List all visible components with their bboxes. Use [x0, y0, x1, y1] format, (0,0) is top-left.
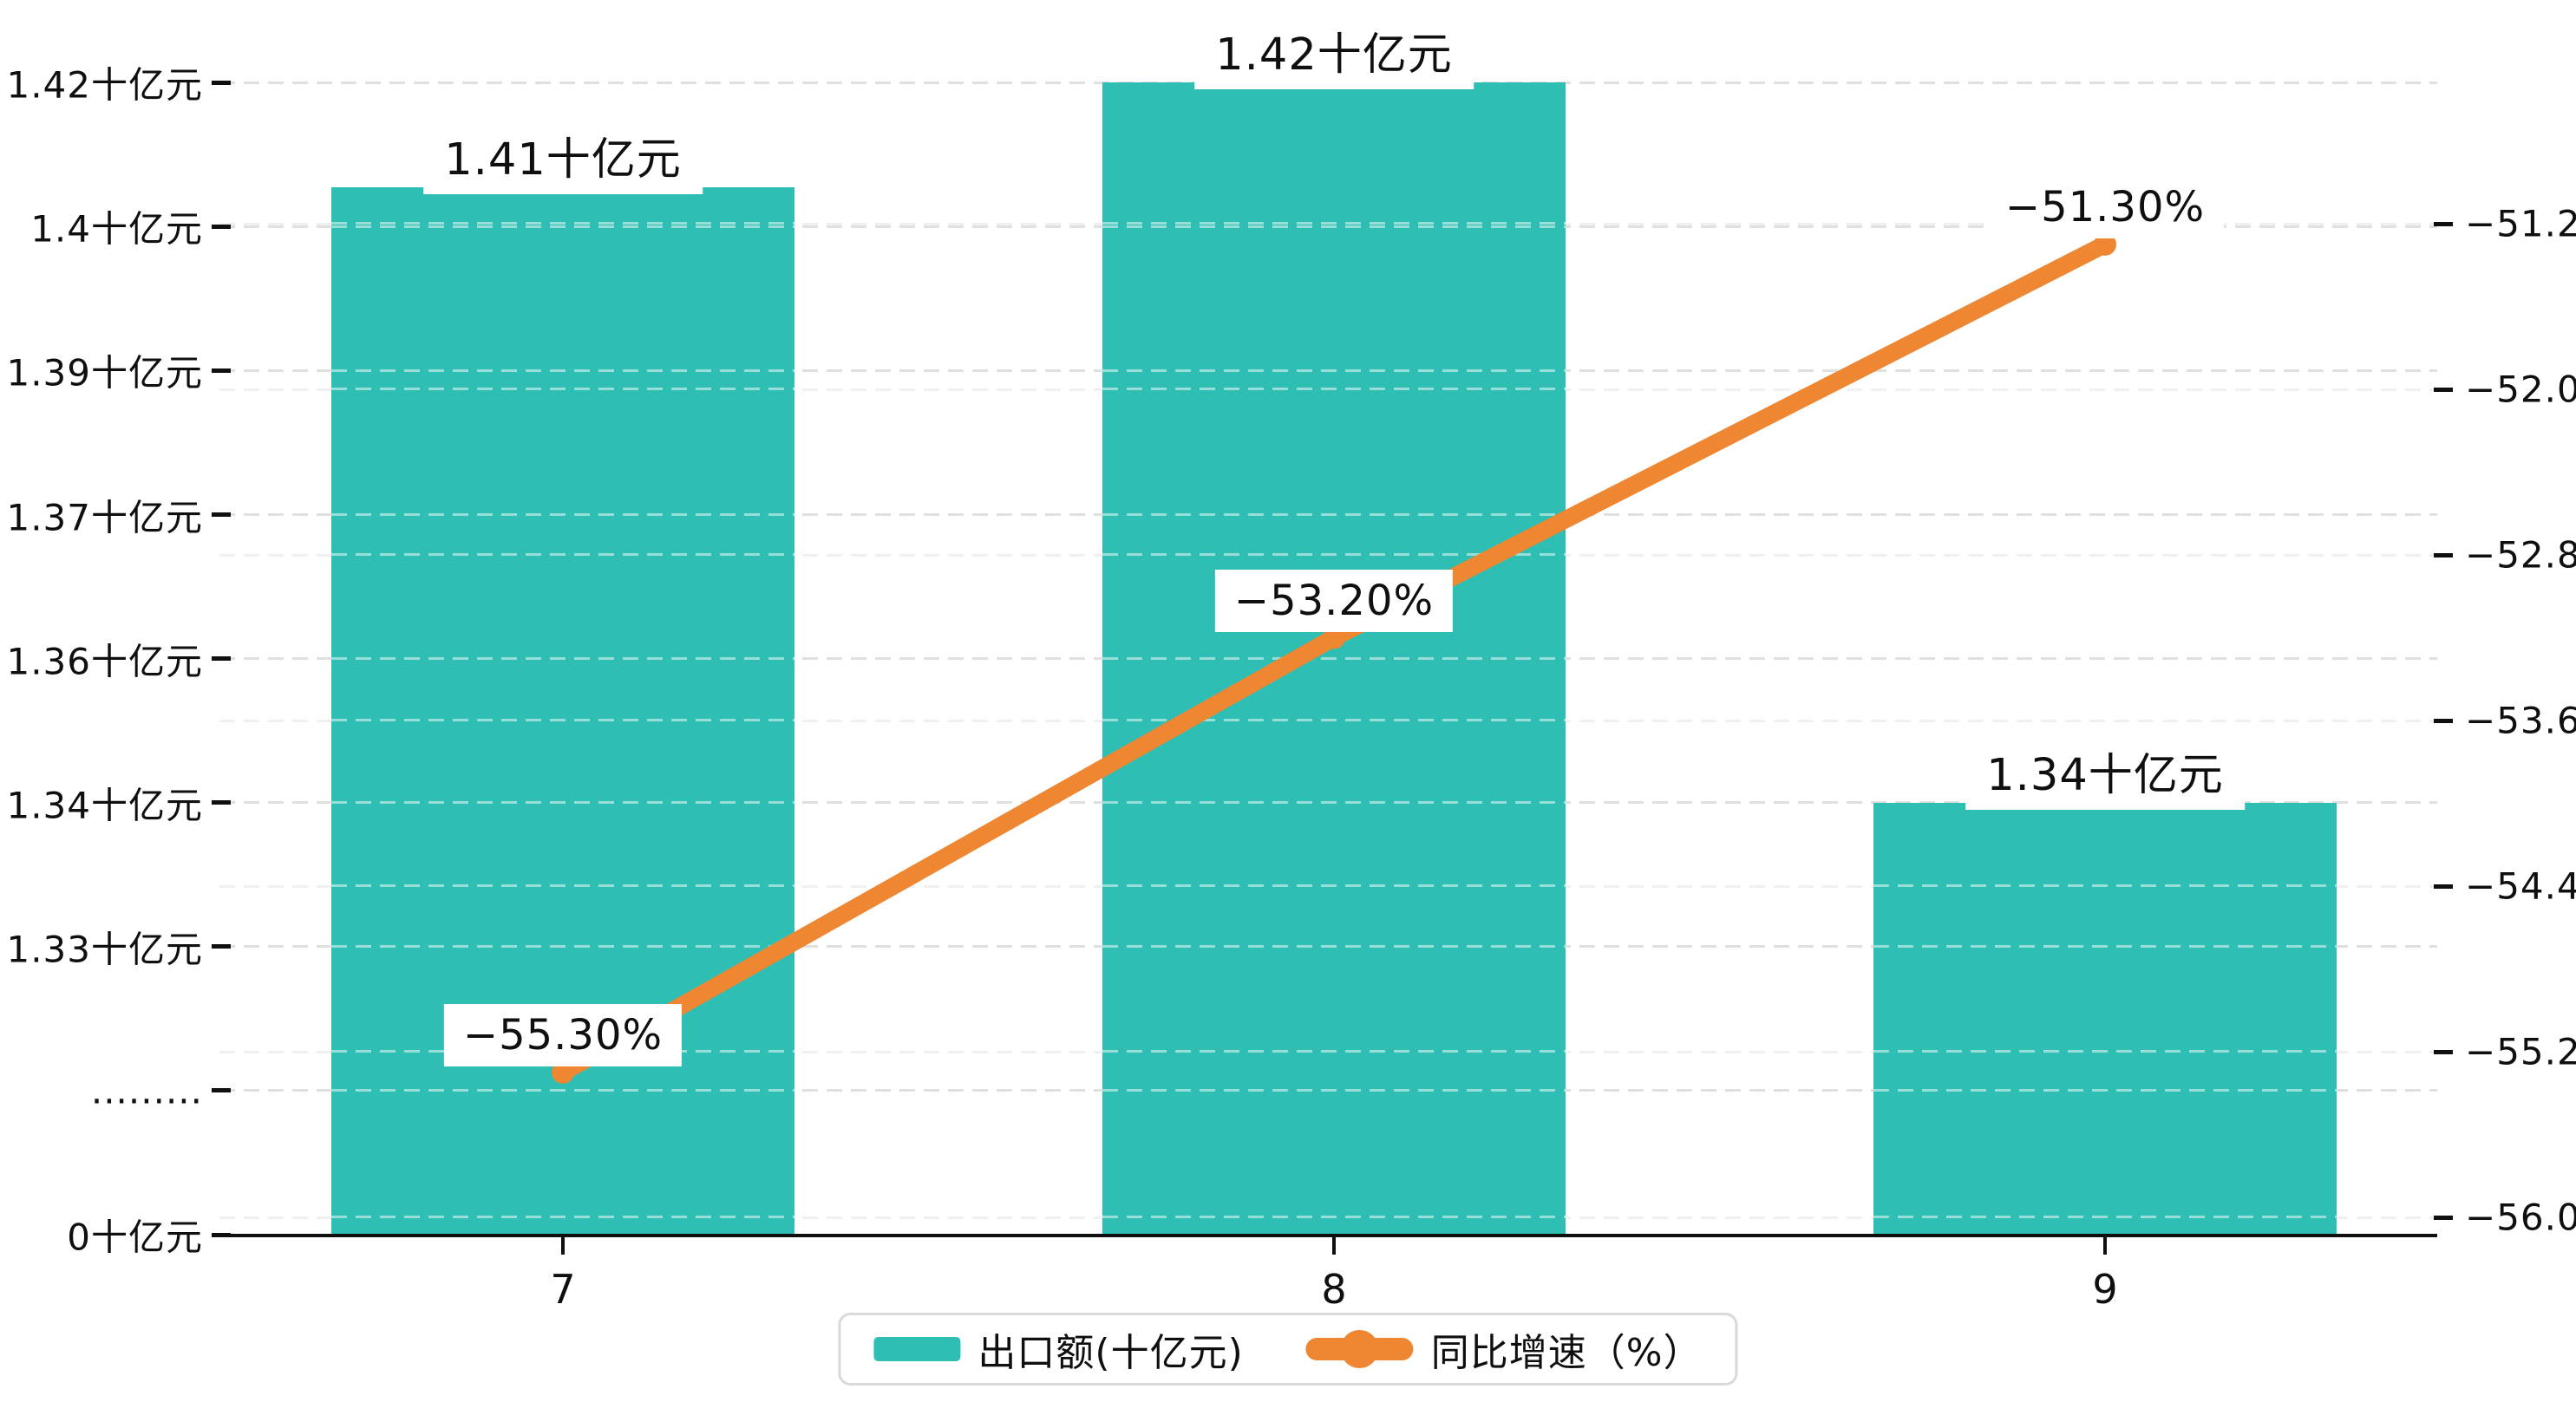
y-right-tick [2434, 884, 2453, 889]
gridline-over-bar [1102, 1050, 1566, 1053]
y-left-tick [212, 368, 231, 373]
gridline-over-bar [1102, 512, 1566, 516]
y-left-tick [212, 80, 231, 85]
y-left-tick-label: 1.33十亿元 [6, 928, 203, 971]
legend-item-yoy-growth[interactable]: 同比增速（%） [1305, 1321, 1703, 1377]
x-axis-label-month-9: 9 [2092, 1266, 2118, 1313]
gridline-over-bar [1873, 945, 2337, 949]
legend-item-export-amount[interactable]: 出口额(十亿元) [873, 1321, 1243, 1377]
gridline-over-bar [331, 801, 794, 805]
gridline-over-bar [331, 884, 794, 888]
gridline-over-bar [331, 388, 794, 391]
gridline-over-bar [331, 1216, 794, 1219]
gridline-over-bar [331, 222, 794, 225]
gridline-over-bar [1873, 1089, 2337, 1092]
yoy-growth-line[interactable] [559, 236, 2109, 1080]
x-axis-label-month-7: 7 [550, 1266, 576, 1313]
y-left-tick [212, 512, 231, 517]
gridline-over-bar [1873, 1050, 2337, 1053]
y-left-tick-label: ......... [90, 1069, 203, 1112]
legend-label-yoy-growth: 同比增速（%） [1430, 1331, 1703, 1375]
gridline-over-bar [331, 719, 794, 722]
gridline-over-bar [1102, 945, 1566, 949]
bar-month-8[interactable] [1102, 82, 1566, 1235]
y-left-tick-label: 1.39十亿元 [6, 351, 203, 395]
gridline-over-bar [331, 368, 794, 372]
gridline-over-bar [1102, 225, 1566, 228]
y-left-tick [212, 1232, 231, 1237]
y-right-tick [2434, 1049, 2453, 1054]
y-right-tick-label: −52.0 [2465, 368, 2576, 411]
y-right-tick-label: −53.6 [2465, 699, 2576, 742]
gridline-over-bar [1102, 884, 1566, 888]
gridline-over-bar [1102, 801, 1566, 805]
y-left-tick [212, 800, 231, 805]
legend-label-export-amount: 出口额(十亿元) [977, 1331, 1244, 1375]
gridline-over-bar [1102, 657, 1566, 661]
y-left-tick [212, 1088, 231, 1093]
gridline-over-bar [1102, 719, 1566, 722]
legend: 出口额(十亿元) 同比增速（%） [838, 1313, 1738, 1386]
line-value-label: −51.30% [1985, 175, 2225, 238]
x-axis-tick [1332, 1237, 1336, 1255]
gridline-over-bar [1102, 1089, 1566, 1092]
x-axis-tick [561, 1237, 565, 1255]
bar-month-9[interactable] [1873, 802, 2337, 1235]
y-right-tick-label: −56.0 [2465, 1196, 2576, 1239]
gridline-over-bar [1102, 553, 1566, 557]
y-right-tick-label: −51.2 [2465, 202, 2576, 245]
line-point-month-7[interactable] [552, 1060, 574, 1084]
bar-series-swatch-icon [873, 1337, 961, 1361]
y-right-tick-label: −54.4 [2465, 864, 2576, 908]
y-left-tick [212, 656, 231, 662]
line-value-label: −53.20% [1214, 569, 1454, 632]
y-right-tick-label: −52.8 [2465, 533, 2576, 577]
y-right-tick-label: −55.2 [2465, 1030, 2576, 1073]
bar-value-label: 1.34十亿元 [1965, 731, 2245, 810]
y-right-tick [2434, 387, 2453, 392]
x-axis-label-month-8: 8 [1321, 1266, 1347, 1313]
gridline-over-bar [331, 553, 794, 557]
y-left-tick-label: 1.36十亿元 [6, 640, 203, 683]
line-point-month-9[interactable] [2094, 232, 2116, 256]
y-left-tick-label: 1.34十亿元 [6, 784, 203, 827]
gridline-over-bar [1873, 1216, 2337, 1219]
y-left-tick [212, 944, 231, 949]
gridline-over-bar [1102, 368, 1566, 372]
y-left-tick [212, 224, 231, 229]
y-right-tick [2434, 552, 2453, 558]
gridline-over-bar [1102, 222, 1566, 225]
gridline-over-bar [1102, 1216, 1566, 1219]
y-left-tick-label: 1.4十亿元 [30, 207, 203, 251]
y-right-tick [2434, 221, 2453, 226]
y-left-tick-label: 1.42十亿元 [6, 63, 203, 107]
line-series-marker-icon [1305, 1329, 1414, 1369]
y-right-tick [2434, 1215, 2453, 1220]
x-axis-line [219, 1234, 2437, 1237]
line-value-label: −55.30% [443, 1003, 683, 1066]
gridline-over-bar [331, 225, 794, 228]
gridline-over-bar [331, 1089, 794, 1092]
gridline-over-bar [1102, 388, 1566, 391]
bar-value-label: 1.41十亿元 [423, 116, 703, 195]
gridline-over-bar [331, 657, 794, 661]
bar-value-label: 1.42十亿元 [1194, 11, 1474, 90]
line-point-month-8[interactable] [1323, 626, 1345, 649]
x-axis-tick [2103, 1237, 2107, 1255]
gridline-over-bar [1873, 884, 2337, 888]
y-right-tick [2434, 718, 2453, 723]
gridline-over-bar [331, 512, 794, 516]
gridline-over-bar [331, 945, 794, 949]
y-left-tick-label: 0十亿元 [67, 1216, 203, 1259]
y-left-tick-label: 1.37十亿元 [6, 496, 203, 538]
